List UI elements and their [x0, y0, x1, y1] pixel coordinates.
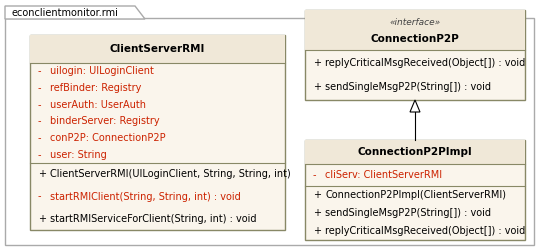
- Text: -: -: [38, 116, 42, 126]
- Bar: [305, 10, 525, 100]
- Text: +: +: [313, 82, 321, 92]
- Text: replyCriticalMsgReceived(Object[]) : void: replyCriticalMsgReceived(Object[]) : voi…: [325, 226, 525, 236]
- Text: +: +: [38, 214, 46, 224]
- Text: ClientServerRMI(UILoginClient, String, String, int): ClientServerRMI(UILoginClient, String, S…: [50, 169, 291, 179]
- Text: +: +: [313, 226, 321, 236]
- Text: sendSingleMsgP2P(String[]) : void: sendSingleMsgP2P(String[]) : void: [325, 82, 491, 92]
- Text: -: -: [38, 150, 42, 160]
- Text: +: +: [313, 58, 321, 68]
- Polygon shape: [5, 6, 145, 19]
- Text: -: -: [38, 100, 42, 110]
- Text: ConnectionP2P: ConnectionP2P: [371, 34, 459, 44]
- Polygon shape: [410, 100, 420, 112]
- Text: +: +: [313, 208, 321, 218]
- Text: conP2P: ConnectionP2P: conP2P: ConnectionP2P: [50, 133, 165, 143]
- Text: user: String: user: String: [50, 150, 107, 160]
- Text: -: -: [313, 170, 316, 180]
- Text: ConnectionP2PImpl(ClientServerRMI): ConnectionP2PImpl(ClientServerRMI): [325, 190, 506, 200]
- Text: uilogin: UILoginClient: uilogin: UILoginClient: [50, 66, 154, 76]
- Text: cliServ: ClientServerRMI: cliServ: ClientServerRMI: [325, 170, 442, 180]
- Bar: [30, 35, 285, 63]
- Text: econclientmonitor.rmi: econclientmonitor.rmi: [11, 8, 118, 18]
- Text: userAuth: UserAuth: userAuth: UserAuth: [50, 100, 146, 110]
- Bar: [305, 10, 525, 50]
- Text: -: -: [38, 66, 42, 76]
- Bar: [305, 140, 525, 164]
- Text: replyCriticalMsgReceived(Object[]) : void: replyCriticalMsgReceived(Object[]) : voi…: [325, 58, 525, 68]
- Text: -: -: [38, 192, 42, 202]
- Text: -: -: [38, 133, 42, 143]
- Text: startRMIClient(String, String, int) : void: startRMIClient(String, String, int) : vo…: [50, 192, 241, 202]
- Text: «interface»: «interface»: [390, 18, 440, 27]
- Bar: [305, 140, 525, 240]
- Text: +: +: [313, 190, 321, 200]
- Bar: [30, 35, 285, 230]
- Text: startRMIServiceForClient(String, int) : void: startRMIServiceForClient(String, int) : …: [50, 214, 257, 224]
- Text: sendSingleMsgP2P(String[]) : void: sendSingleMsgP2P(String[]) : void: [325, 208, 491, 218]
- Text: +: +: [38, 169, 46, 179]
- Text: refBinder: Registry: refBinder: Registry: [50, 83, 141, 93]
- Text: ConnectionP2PImpl: ConnectionP2PImpl: [358, 147, 472, 157]
- Text: ClientServerRMI: ClientServerRMI: [110, 44, 205, 54]
- Text: -: -: [38, 83, 42, 93]
- Text: binderServer: Registry: binderServer: Registry: [50, 116, 160, 126]
